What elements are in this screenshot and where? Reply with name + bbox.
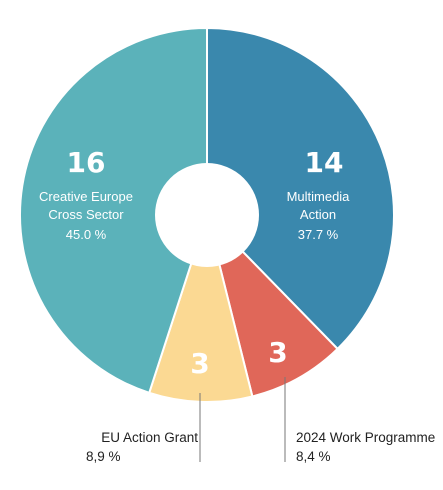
slice-eu-action-grant — [147, 211, 254, 403]
slice-count-multimedia: 14 — [305, 146, 344, 179]
slice-label-creative-europe-line1: Creative Europe — [39, 189, 133, 204]
slice-percent-multimedia: 37.7 % — [298, 227, 339, 242]
slice-creative-europe-cross-sector — [19, 26, 208, 395]
slice-2024-work-programme — [205, 211, 339, 398]
callout-percent-eu-action-grant: 8,9 % — [86, 449, 121, 464]
slice-count-eu-action-grant: 3 — [190, 347, 209, 380]
slice-count-creative-europe: 16 — [67, 146, 106, 179]
slice-label-creative-europe-line2: Cross Sector — [48, 207, 124, 222]
callout-percent-work-programme: 8,4 % — [296, 449, 331, 464]
slice-count-work-programme: 3 — [268, 336, 287, 369]
slice-multimedia-action — [206, 26, 395, 351]
donut-hole — [155, 163, 259, 267]
slice-percent-creative-europe: 45.0 % — [66, 227, 107, 242]
callout-name-eu-action-grant: EU Action Grant — [101, 430, 198, 445]
slice-label-multimedia-line1: Multimedia — [287, 189, 351, 204]
slice-label-multimedia-line2: Action — [300, 207, 336, 222]
chart-slices — [19, 26, 395, 403]
callout-name-work-programme: 2024 Work Programme — [296, 430, 435, 445]
